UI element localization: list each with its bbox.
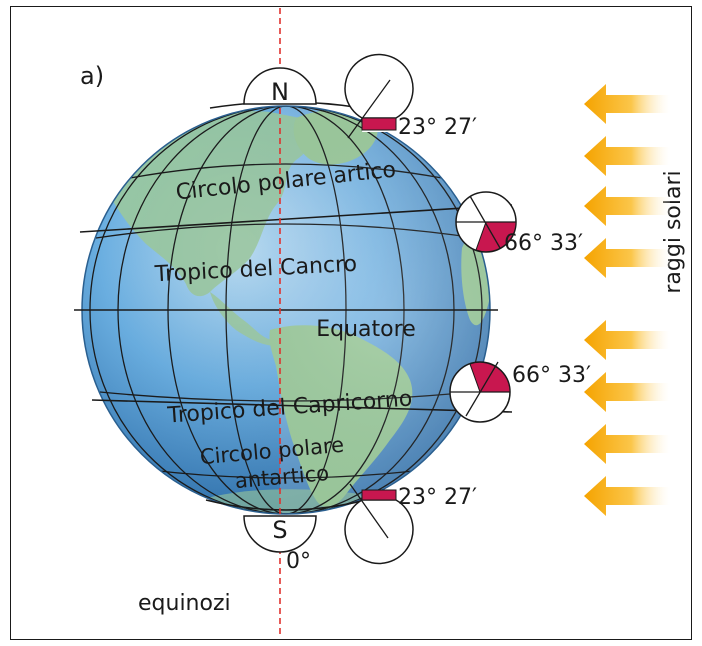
angle-label-bottom: 23° 27′ [398,485,477,510]
angle-marker-upper [455,191,517,253]
angle-label-top: 23° 27′ [398,115,477,140]
south-pole-label: S [272,516,287,544]
tropic-of-capricorn-line [91,399,513,413]
equator-label: Equatore [316,317,415,342]
angle-marker-top [344,53,414,139]
sun-ray-arrow [584,238,670,278]
figure-frame [10,6,692,640]
sun-ray-arrow [584,186,670,226]
tropic-of-cancer-line [79,204,513,233]
angle-marker-bottom [344,483,414,565]
figure-label: a) [80,62,104,90]
sun-ray-arrow [584,136,670,176]
sun-rays [584,84,670,516]
sun-ray-arrow [584,372,670,412]
sun-ray-arrow [584,424,670,464]
north-pole-marker: N [243,67,317,106]
north-pole-label: N [271,78,289,106]
angle-label-lower: 66° 33′ [512,363,591,388]
meridian-label: 0° [286,549,311,574]
antarctic-line [205,499,367,511]
major-circles [74,101,513,511]
angle-marker-lower [449,361,511,423]
sun-rays-label: raggi solari [661,170,686,293]
season-label: equinozi [138,591,231,616]
sun-ray-arrow [584,84,670,124]
south-pole-marker: S [243,515,317,553]
sun-ray-arrow [584,320,670,360]
angle-label-upper: 66° 33′ [504,231,583,256]
sun-ray-arrow [584,476,670,516]
